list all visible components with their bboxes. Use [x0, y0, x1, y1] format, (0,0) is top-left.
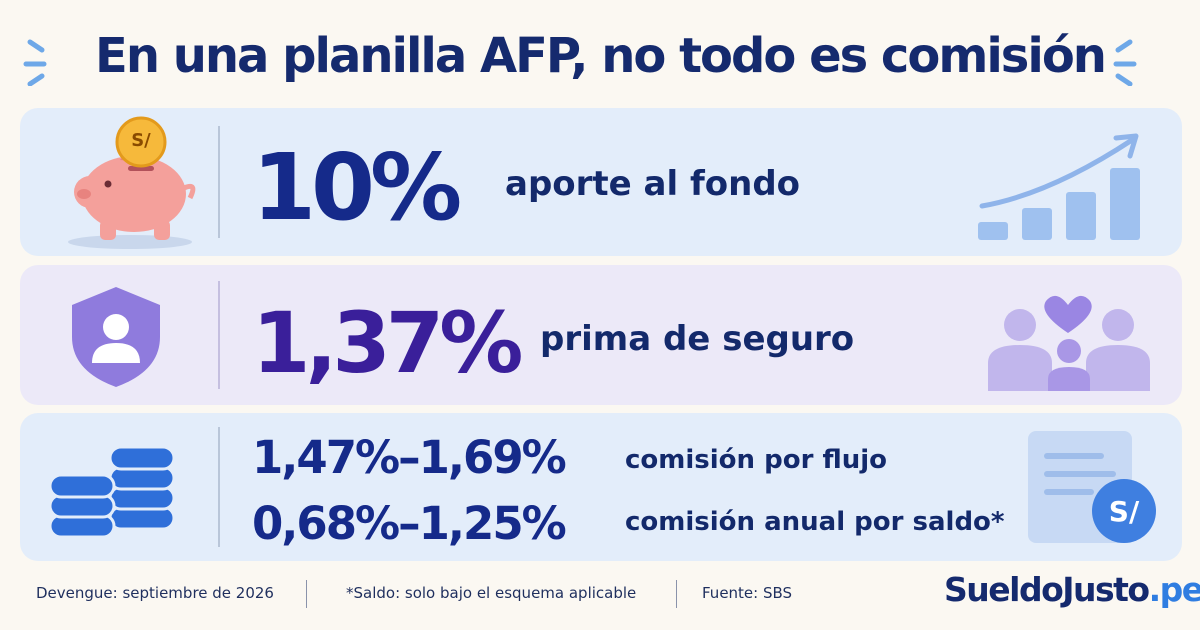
footer-source: Fuente: SBS [702, 584, 793, 602]
brand-name: SueldoJusto [944, 570, 1150, 609]
card-divider [218, 281, 220, 389]
seguro-label: prima de seguro [540, 319, 855, 359]
footer-note: *Saldo: solo bajo el esquema aplicable [346, 584, 637, 602]
footer-divider [306, 580, 307, 608]
card-divider [218, 126, 220, 238]
brand-logo[interactable]: SueldoJusto.pe [944, 570, 1200, 609]
footer-devengue: Devengue: septiembre de 2026 [36, 584, 274, 602]
aporte-value: 10% [252, 134, 462, 241]
document-coin-symbol: S/ [1108, 495, 1140, 528]
aporte-label: aporte al fondo [505, 164, 801, 204]
piggy-bank-icon [68, 116, 196, 249]
page-title: En una planilla AFP, no todo es comisión [95, 28, 1107, 84]
shield-person-icon [72, 287, 160, 387]
card-divider [218, 427, 220, 547]
card-comisiones: 1,47%–1,69% comisión por flujo 0,68%–1,2… [20, 413, 1182, 561]
saldo-range-value: 0,68%–1,25% [252, 497, 567, 550]
growth-chart-icon [978, 133, 1140, 240]
right-spark-decoration [1113, 39, 1137, 86]
footer-divider [676, 580, 677, 608]
seguro-value: 1,37% [252, 294, 523, 392]
left-spark-decoration [23, 39, 47, 86]
flujo-label: comisión por flujo [625, 445, 887, 475]
flujo-range-value: 1,47%–1,69% [252, 431, 567, 484]
saldo-label: comisión anual por saldo* [625, 507, 1005, 537]
piggy-coin-symbol: S/ [131, 130, 151, 151]
coin-stack-icon [48, 445, 176, 539]
card-seguro: 1,37% prima de seguro [20, 265, 1182, 405]
document-coin-icon [1028, 431, 1156, 543]
card-aporte: S/ 10% aporte al fondo [20, 108, 1182, 256]
brand-tld: .pe [1148, 570, 1200, 609]
family-heart-icon [988, 295, 1150, 391]
